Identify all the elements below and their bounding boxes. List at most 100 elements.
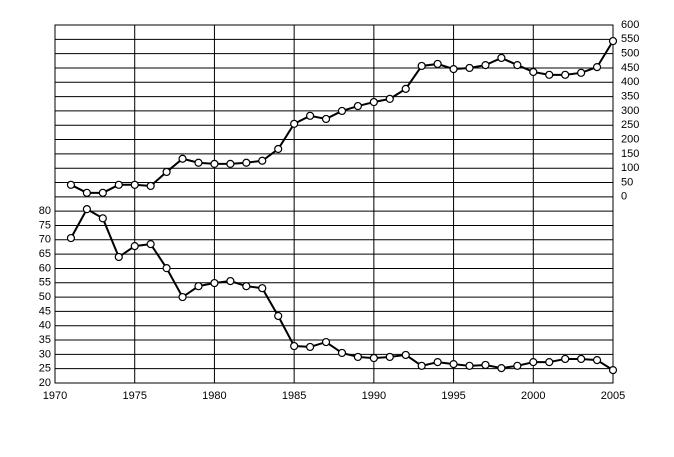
point [608, 36, 618, 46]
point [369, 97, 378, 107]
point [433, 59, 442, 69]
point [433, 357, 442, 367]
x-tick-label: 1980 [202, 390, 226, 402]
point [545, 357, 554, 367]
y2-tick-label: 250 [621, 119, 639, 131]
x-tick-label: 2005 [601, 390, 625, 402]
point [98, 188, 107, 197]
x-tick-label: 1975 [122, 390, 146, 402]
y-tick-label: 60 [39, 262, 51, 274]
point [178, 154, 187, 163]
point [290, 341, 299, 351]
point [545, 70, 554, 79]
point [242, 282, 251, 291]
point [226, 276, 235, 286]
point [337, 348, 347, 358]
point [114, 252, 123, 262]
point [465, 63, 474, 73]
point [385, 352, 394, 362]
y2-tick-label: 200 [621, 133, 639, 145]
point [162, 264, 171, 273]
point [290, 119, 299, 128]
point [577, 68, 586, 77]
x-tick-label: 1970 [43, 390, 67, 402]
point [178, 292, 187, 302]
point [592, 355, 602, 365]
point [385, 94, 394, 103]
point [337, 106, 347, 116]
y-tick-label: 40 [39, 320, 51, 332]
y2-tick-label: 500 [621, 48, 639, 60]
point [66, 233, 76, 243]
point [561, 70, 570, 79]
point [417, 361, 426, 370]
y-tick-label: 25 [39, 363, 51, 375]
point [513, 60, 522, 70]
point [401, 84, 410, 93]
point [529, 67, 538, 77]
series-line [70, 40, 614, 194]
y-tick-label: 35 [39, 334, 51, 346]
y-tick-label: 80 [39, 205, 51, 217]
point [82, 188, 91, 197]
point [210, 159, 219, 169]
point [529, 357, 538, 367]
y2-tick-label: 400 [621, 76, 639, 88]
point [449, 359, 458, 369]
point [497, 53, 506, 63]
x-tick-label: 1985 [282, 390, 306, 402]
point [497, 364, 506, 373]
point [114, 180, 123, 189]
point [417, 61, 426, 71]
y-tick-label: 70 [39, 234, 51, 246]
point [608, 366, 618, 375]
point [369, 353, 378, 363]
y2-tick-label: 550 [621, 33, 639, 45]
x-tick-label: 1990 [362, 390, 386, 402]
point [561, 354, 570, 364]
point [481, 60, 490, 70]
y-tick-label: 65 [39, 248, 51, 260]
point [305, 111, 315, 120]
point [577, 354, 586, 364]
point [465, 361, 474, 370]
point [305, 342, 315, 352]
point [146, 239, 155, 249]
point [258, 156, 267, 165]
y-tick-label: 50 [39, 291, 51, 303]
point [162, 167, 171, 177]
point [194, 282, 203, 291]
point [146, 181, 155, 191]
point [401, 350, 410, 360]
point [321, 114, 331, 124]
point [353, 101, 363, 111]
point [130, 242, 139, 251]
point [513, 361, 522, 370]
point [274, 144, 283, 154]
x-tick-label: 2000 [521, 390, 545, 402]
y2-tick-label: 0 [621, 191, 627, 203]
point [66, 180, 76, 189]
point [194, 158, 203, 167]
y-tick-label: 30 [39, 348, 51, 360]
point [481, 360, 490, 370]
point [226, 159, 235, 169]
series-line [70, 207, 614, 371]
point [242, 158, 251, 167]
y2-tick-label: 450 [621, 62, 639, 74]
point [210, 278, 219, 288]
point [82, 205, 91, 214]
y2-tick-label: 50 [621, 176, 633, 188]
x-tick-label: 1995 [441, 390, 465, 402]
point [321, 337, 331, 347]
point [592, 63, 602, 72]
y-tick-label: 20 [39, 377, 51, 389]
point [130, 180, 139, 189]
point [274, 311, 283, 321]
plot-frame [54, 24, 614, 384]
y2-tick-label: 300 [621, 105, 639, 117]
point [258, 284, 267, 293]
y2-tick-label: 150 [621, 148, 639, 160]
y-tick-label: 55 [39, 277, 51, 289]
